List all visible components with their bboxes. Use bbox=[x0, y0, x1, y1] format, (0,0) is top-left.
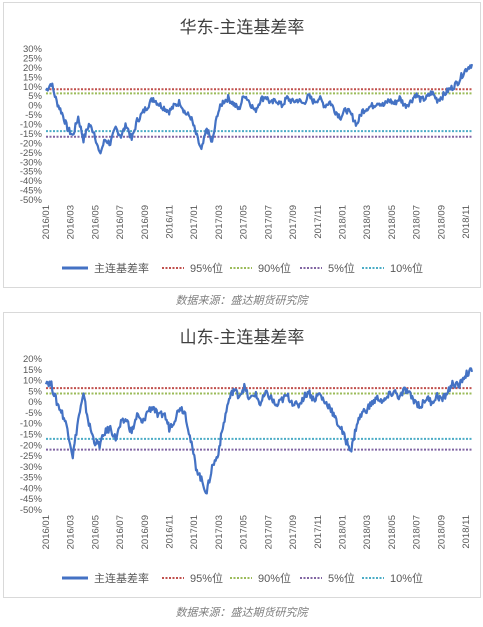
y-tick-label: -25% bbox=[20, 451, 43, 462]
legend-label: 主连基差率 bbox=[94, 261, 149, 275]
chart-east-svg: 30%25%20%15%10%5%0%-5%-10%-15%-20%-25%-3… bbox=[20, 44, 474, 275]
chart-shandong-svg: 20%15%10%5%0%-5%-10%-15%-20%-25%-30%-35%… bbox=[20, 354, 474, 585]
x-tick-label: 2017/11 bbox=[313, 205, 324, 239]
y-tick-label: -50% bbox=[20, 505, 43, 516]
series-line bbox=[45, 63, 474, 155]
x-tick-label: 2017/03 bbox=[214, 205, 225, 239]
source-note: 数据来源：盛达期货研究院 bbox=[175, 607, 308, 619]
x-tick-label: 2018/05 bbox=[387, 515, 398, 549]
y-tick-label: 25% bbox=[23, 53, 43, 64]
y-tick-label: -35% bbox=[20, 473, 43, 484]
y-tick-label: -15% bbox=[20, 129, 43, 140]
legend-label: 90%位 bbox=[258, 571, 291, 585]
x-tick-label: 2018/11 bbox=[461, 515, 472, 549]
y-tick-label: -40% bbox=[20, 176, 43, 187]
x-tick-label: 2018/09 bbox=[436, 515, 447, 549]
x-tick-label: 2016/09 bbox=[140, 205, 151, 239]
y-tick-label: -10% bbox=[20, 120, 43, 131]
x-tick-label: 2017/05 bbox=[239, 515, 250, 549]
y-tick-label: -35% bbox=[20, 167, 43, 178]
x-tick-label: 2016/03 bbox=[66, 515, 77, 549]
chart-panel-shandong: 山东-主连基差率 20% 15% 10% 5% 0% -5% -10% -15% -20% -25… bbox=[3, 312, 481, 598]
x-tick-label: 2018/01 bbox=[337, 515, 348, 549]
chart-title: 华东-主连基差率 bbox=[179, 18, 305, 37]
x-tick-label: 2016/07 bbox=[115, 515, 126, 549]
x-tick-label: 2017/09 bbox=[288, 515, 299, 549]
legend-label: 10%位 bbox=[390, 571, 423, 585]
x-tick-label: 2017/01 bbox=[189, 205, 200, 239]
legend-label: 95%位 bbox=[190, 261, 223, 275]
x-tick-label: 2018/05 bbox=[387, 205, 398, 239]
source-note: 数据来源：盛达期货研究院 bbox=[175, 295, 308, 307]
x-tick-label: 2018/07 bbox=[412, 515, 423, 549]
x-tick-label: 2016/05 bbox=[90, 205, 101, 239]
y-tick-label: 0% bbox=[28, 101, 42, 112]
y-tick-label: -5% bbox=[25, 408, 42, 419]
x-tick-label: 2018/03 bbox=[362, 205, 373, 239]
y-tick-label: 5% bbox=[28, 386, 42, 397]
x-tick-label: 2016/01 bbox=[41, 205, 52, 239]
x-tick-label: 2017/01 bbox=[189, 515, 200, 549]
x-tick-label: 2017/11 bbox=[313, 515, 324, 549]
x-tick-label: 2016/09 bbox=[140, 515, 151, 549]
legend-label: 主连基差率 bbox=[94, 571, 149, 585]
y-tick-label: -10% bbox=[20, 419, 43, 430]
y-tick-label: 20% bbox=[23, 354, 43, 365]
y-tick-label: 0% bbox=[28, 397, 42, 408]
y-tick-label: -30% bbox=[20, 157, 43, 168]
y-tick-label: -30% bbox=[20, 462, 43, 473]
y-tick-label: 30% bbox=[23, 44, 43, 55]
y-tick-label: -45% bbox=[20, 186, 43, 197]
x-tick-label: 2018/09 bbox=[436, 205, 447, 239]
x-tick-label: 2018/01 bbox=[337, 205, 348, 239]
y-tick-label: -25% bbox=[20, 148, 43, 159]
y-tick-label: -20% bbox=[20, 440, 43, 451]
x-tick-label: 2017/05 bbox=[239, 205, 250, 239]
x-tick-label: 2017/07 bbox=[263, 205, 274, 239]
x-tick-label: 2018/07 bbox=[412, 205, 423, 239]
x-tick-label: 2016/01 bbox=[41, 515, 52, 549]
x-tick-label: 2016/05 bbox=[90, 515, 101, 549]
x-tick-label: 2016/11 bbox=[165, 205, 176, 239]
y-tick-label: 5% bbox=[28, 91, 42, 102]
x-tick-label: 2017/09 bbox=[288, 205, 299, 239]
x-tick-label: 2018/03 bbox=[362, 515, 373, 549]
y-tick-label: -40% bbox=[20, 483, 43, 494]
y-tick-label: -15% bbox=[20, 430, 43, 441]
legend-label: 5%位 bbox=[328, 571, 355, 585]
chart-panel-east: 华东-主连基差率 30% 25% 20% 15% 10% 5% 0% -5% -10% -15% -… bbox=[3, 2, 481, 288]
legend-label: 90%位 bbox=[258, 261, 291, 275]
legend-label: 95%位 bbox=[190, 571, 223, 585]
y-tick-label: 15% bbox=[23, 72, 43, 83]
legend-label: 10%位 bbox=[390, 261, 423, 275]
y-tick-label: 10% bbox=[23, 82, 43, 93]
x-tick-label: 2017/07 bbox=[263, 515, 274, 549]
y-tick-label: 15% bbox=[23, 365, 43, 376]
x-tick-label: 2017/03 bbox=[214, 515, 225, 549]
x-tick-label: 2018/11 bbox=[461, 205, 472, 239]
series-line bbox=[44, 367, 474, 495]
legend-label: 5%位 bbox=[328, 261, 355, 275]
y-tick-label: 10% bbox=[23, 376, 43, 387]
y-tick-label: -45% bbox=[20, 494, 43, 505]
y-tick-label: -50% bbox=[20, 195, 43, 206]
chart-title: 山东-主连基差率 bbox=[179, 328, 305, 347]
x-tick-label: 2016/03 bbox=[66, 205, 77, 239]
y-tick-label: -5% bbox=[25, 110, 42, 121]
x-tick-label: 2016/07 bbox=[115, 205, 126, 239]
y-tick-label: -20% bbox=[20, 138, 43, 149]
y-tick-label: 20% bbox=[23, 63, 43, 74]
x-tick-label: 2016/11 bbox=[165, 515, 176, 549]
